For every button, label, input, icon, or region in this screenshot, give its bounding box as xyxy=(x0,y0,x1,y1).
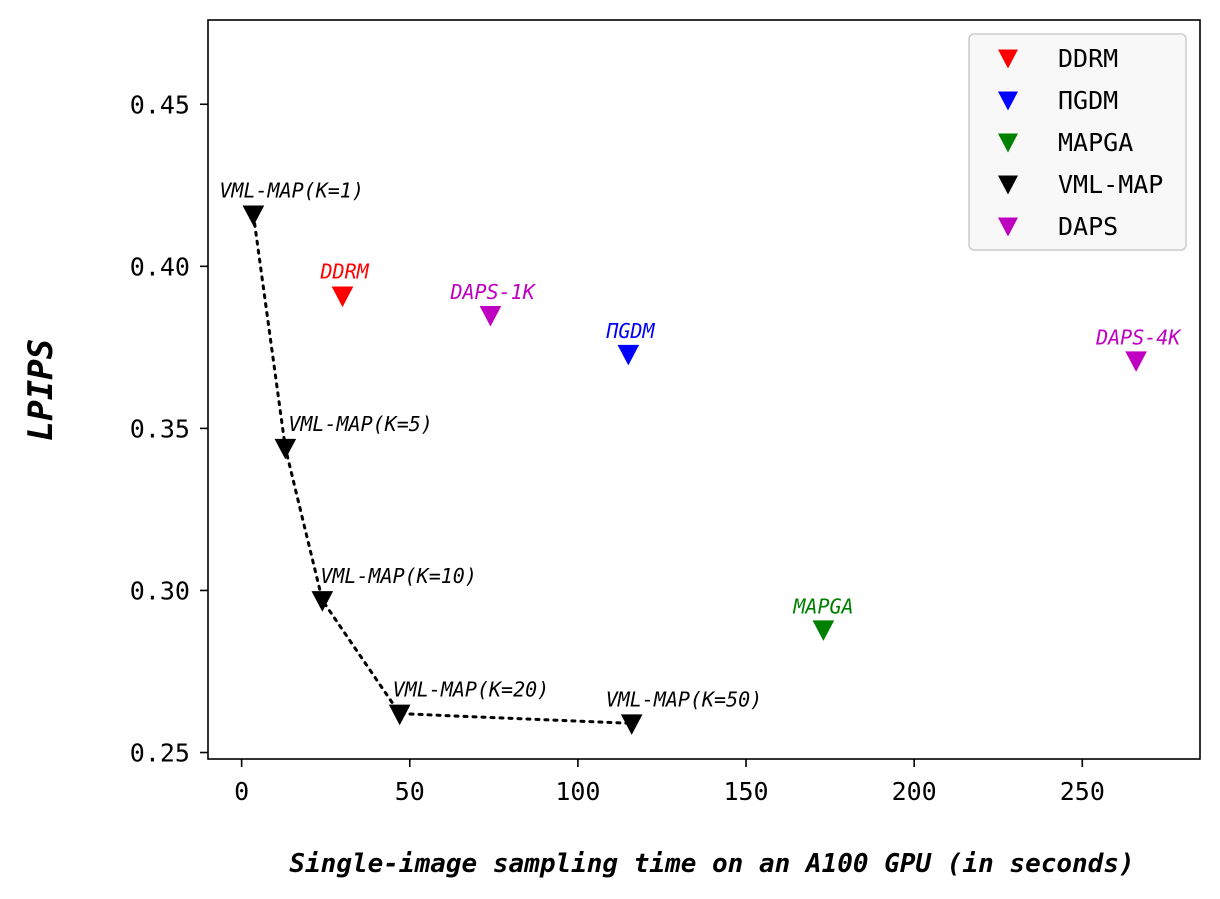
y-tick-label: 0.40 xyxy=(130,252,190,281)
data-point-daps-4k xyxy=(1125,351,1147,372)
data-point-vml-map-k-10 xyxy=(311,591,334,612)
data-point-daps-1k xyxy=(479,305,502,327)
point-label-vml-map-k-1: VML-MAP(K=1) xyxy=(219,178,364,202)
legend-marker-ddrm xyxy=(998,49,1018,69)
x-tick-label: 250 xyxy=(1060,777,1105,806)
x-tick-label: 200 xyxy=(892,777,937,806)
point-label-gdm: ΠGDM xyxy=(605,319,655,343)
x-tick-label: 150 xyxy=(723,777,768,806)
legend: DDRM ΠGDM MAPGA VML-MAP DAPS xyxy=(968,33,1187,251)
y-tick-label: 0.45 xyxy=(130,90,190,119)
data-point-vml-map-k-5 xyxy=(274,438,297,460)
point-label-daps-1k: DAPS-1K xyxy=(449,280,536,304)
point-label-daps-4k: DAPS-4K xyxy=(1095,325,1182,349)
point-label-ddrm: DDRM xyxy=(320,260,370,284)
x-axis-ticks: 0 50 100 150 200 250 xyxy=(234,759,1105,806)
data-point-vml-map-k-1 xyxy=(242,205,265,227)
x-tick-label: 0 xyxy=(234,777,249,806)
y-axis-title: LPIPS xyxy=(21,339,61,441)
y-axis-ticks: 0.25 0.30 0.35 0.40 0.45 xyxy=(130,90,208,768)
legend-box xyxy=(968,33,1187,251)
y-tick-label: 0.25 xyxy=(130,739,190,768)
legend-label-ddrm: DDRM xyxy=(1058,44,1118,73)
point-label-mapga: MAPGA xyxy=(792,594,853,618)
data-point-mapga xyxy=(812,620,835,641)
legend-marker-gdm xyxy=(998,91,1018,111)
legend-marker-vml-map xyxy=(998,175,1018,195)
legend-label-vml-map: VML-MAP xyxy=(1058,170,1163,199)
x-tick-label: 100 xyxy=(555,777,600,806)
data-point-ddrm xyxy=(331,286,354,308)
legend-marker-daps xyxy=(998,217,1018,237)
series-layer xyxy=(242,205,1147,735)
legend-label-mapga: MAPGA xyxy=(1058,128,1133,157)
y-tick-label: 0.30 xyxy=(130,576,190,605)
plot-area xyxy=(207,19,1201,760)
legend-label-daps: DAPS xyxy=(1058,212,1118,241)
x-tick-label: 50 xyxy=(395,777,425,806)
point-labels: DDRM ΠGDM MAPGA VML-MAP(K=1) VML-MAP(K=5) VML… xyxy=(219,178,1182,711)
data-point-gdm xyxy=(617,344,640,366)
data-point-vml-map-k-50 xyxy=(620,714,643,735)
point-label-vml-map-k-50: VML-MAP(K=50) xyxy=(606,687,763,711)
legend-marker-mapga xyxy=(998,133,1018,153)
point-label-vml-map-k-5: VML-MAP(K=5) xyxy=(288,412,433,436)
data-point-vml-map-k-20 xyxy=(388,704,411,726)
point-label-vml-map-k-10: VML-MAP(K=10) xyxy=(320,564,477,588)
y-tick-label: 0.35 xyxy=(130,414,190,443)
point-label-vml-map-k-20: VML-MAP(K=20) xyxy=(393,678,550,702)
legend-label-gdm: ΠGDM xyxy=(1058,86,1118,115)
x-axis-title: Single-image sampling time on an A100 GP… xyxy=(289,849,1134,879)
series-line-vml-map xyxy=(251,212,634,725)
